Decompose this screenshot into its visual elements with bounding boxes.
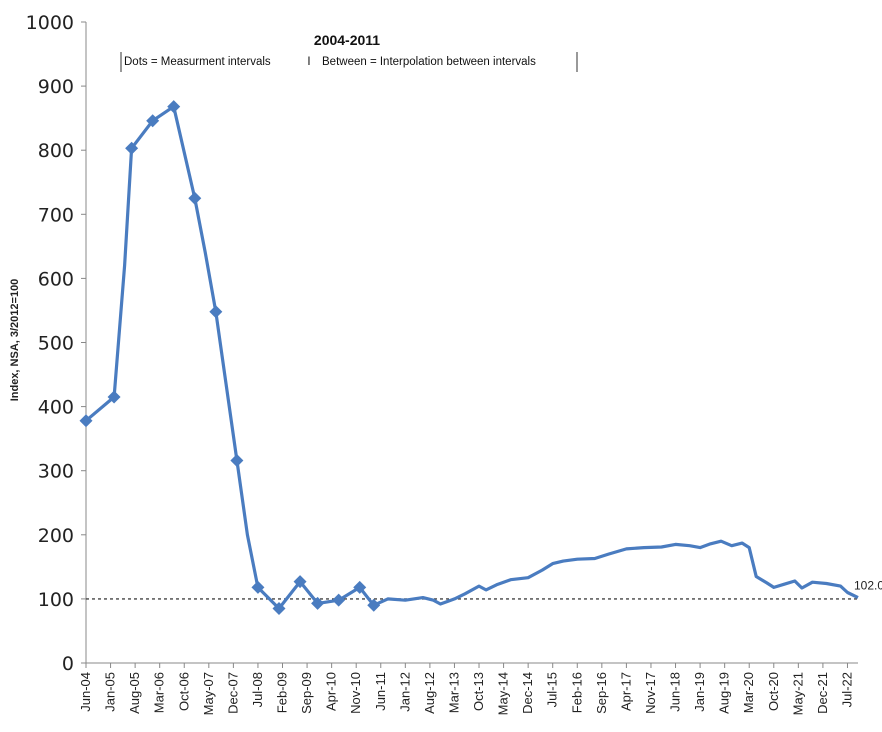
end-value-label: 102.0 bbox=[854, 579, 882, 593]
data-point-marker bbox=[293, 575, 307, 589]
y-tick-label: 400 bbox=[38, 397, 74, 419]
x-tick-label: Mar-06 bbox=[152, 672, 167, 713]
x-tick-label: Apr-10 bbox=[324, 672, 339, 711]
x-tick-label: Mar-13 bbox=[446, 672, 461, 713]
y-tick-label: 300 bbox=[38, 461, 74, 483]
x-axis: Jun-04 Jan-05 Aug-05 Mar-06 Oct-06 May-07 Dec-… bbox=[78, 662, 858, 715]
legend-note-separator: I bbox=[307, 56, 310, 68]
y-tick-label: 0 bbox=[62, 653, 74, 675]
x-tick-label: Jan-05 bbox=[103, 672, 118, 712]
data-point-marker bbox=[107, 390, 121, 404]
data-point-marker bbox=[188, 191, 202, 205]
y-tick-label: 800 bbox=[38, 140, 74, 162]
data-point-marker bbox=[251, 580, 265, 594]
legend-note-between: Between = Interpolation between interval… bbox=[322, 56, 536, 68]
x-tick-label: Jun-18 bbox=[668, 672, 683, 712]
x-tick-label: Feb-09 bbox=[275, 672, 290, 713]
x-tick-label: Aug-12 bbox=[422, 672, 437, 714]
x-tick-label: Feb-16 bbox=[569, 672, 584, 713]
data-point-marker bbox=[167, 100, 181, 114]
series-line bbox=[84, 105, 859, 611]
x-tick-label: Nov-17 bbox=[643, 672, 658, 714]
y-tick-label: 900 bbox=[38, 76, 74, 98]
y-axis: 0 100 200 300 400 500 600 700 800 900 1000 bbox=[26, 12, 87, 675]
legend-note-dots: Dots = Measurment intervals bbox=[124, 56, 271, 68]
x-tick-label: Oct-20 bbox=[766, 672, 781, 711]
x-tick-label: Jul-08 bbox=[250, 672, 265, 707]
y-tick-label: 100 bbox=[38, 589, 74, 611]
x-tick-label: Jun-04 bbox=[78, 672, 93, 712]
x-tick-label: Apr-17 bbox=[618, 672, 633, 711]
y-tick-label: 1000 bbox=[26, 12, 74, 34]
x-tick-label: Dec-07 bbox=[225, 672, 240, 714]
x-tick-label: Dec-14 bbox=[520, 672, 535, 714]
data-point-marker bbox=[146, 114, 160, 128]
data-point-marker bbox=[230, 453, 244, 467]
y-tick-label: 200 bbox=[38, 525, 74, 547]
x-tick-label: Jan-12 bbox=[397, 672, 412, 712]
x-tick-label: Mar-20 bbox=[741, 672, 756, 713]
data-point-marker bbox=[311, 596, 325, 610]
y-tick-label: 600 bbox=[38, 268, 74, 290]
x-tick-label: Dec-21 bbox=[815, 672, 830, 714]
data-point-marker bbox=[272, 602, 286, 616]
chart-title: 2004-2011 bbox=[314, 32, 380, 48]
x-tick-label: Sep-09 bbox=[299, 672, 314, 714]
y-tick-label: 500 bbox=[38, 333, 74, 355]
data-point-marker bbox=[79, 414, 93, 428]
x-tick-label: May-21 bbox=[790, 672, 805, 715]
x-tick-label: Jul-15 bbox=[545, 672, 560, 707]
measurement-markers bbox=[79, 100, 381, 616]
x-tick-label: Oct-13 bbox=[471, 672, 486, 711]
x-tick-label: Aug-05 bbox=[127, 672, 142, 714]
x-tick-label: May-07 bbox=[201, 672, 216, 715]
x-tick-label: May-14 bbox=[496, 672, 511, 715]
data-point-marker bbox=[353, 580, 367, 594]
data-point-marker bbox=[332, 593, 346, 607]
x-tick-label: Nov-10 bbox=[348, 672, 363, 714]
data-point-marker bbox=[209, 305, 223, 319]
x-tick-label: Jul-22 bbox=[839, 672, 854, 707]
y-tick-label: 700 bbox=[38, 204, 74, 226]
data-point-marker bbox=[125, 141, 139, 155]
x-tick-label: Aug-19 bbox=[717, 672, 732, 714]
x-tick-label: Jun-11 bbox=[373, 672, 388, 711]
x-tick-label: Sep-16 bbox=[594, 672, 609, 714]
x-tick-label: Oct-06 bbox=[176, 672, 191, 711]
y-axis-label: Index, NSA, 3/2012=100 bbox=[9, 279, 21, 402]
x-tick-label: Jan-19 bbox=[692, 672, 707, 712]
data-point-marker bbox=[367, 598, 381, 612]
